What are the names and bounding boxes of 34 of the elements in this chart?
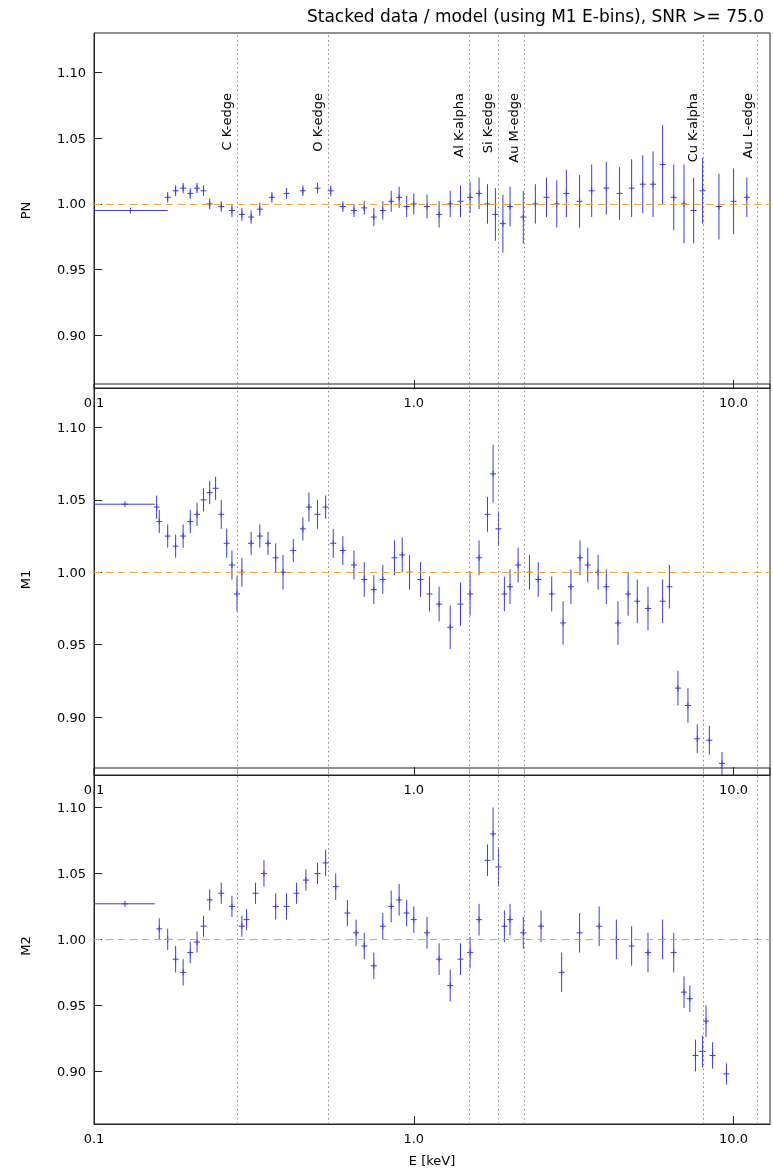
y-tick-label: 0.95 <box>57 262 86 278</box>
x-tick-label: 1.0 <box>403 395 425 410</box>
y-tick-label: 1.10 <box>57 419 86 435</box>
ref-line-label: O K-edge <box>310 93 326 152</box>
ref-line-label: Cu K-alpha <box>685 93 701 163</box>
ref-line-label: Al K-alpha <box>451 93 467 158</box>
ref-line-label: Au M-edge <box>505 93 521 163</box>
chart-title: Stacked data / model (using M1 E-bins), SNR >= 75.0 <box>306 5 765 26</box>
y-tick-label: 0.95 <box>57 637 86 653</box>
y-tick-label: 1.05 <box>57 865 86 881</box>
y-tick-label: 1.10 <box>57 64 86 80</box>
y-tick-label: 1.00 <box>57 196 86 212</box>
y-axis-title: PN <box>18 201 33 220</box>
y-tick-label: 1.05 <box>57 130 86 146</box>
y-axis-title: M2 <box>18 936 33 956</box>
x-axis-title: E [keV] <box>408 1153 456 1168</box>
y-tick-label: 1.00 <box>57 564 86 580</box>
y-tick-label: 0.90 <box>57 327 86 343</box>
y-tick-label: 1.00 <box>57 931 86 947</box>
y-tick-label: 0.95 <box>57 997 86 1013</box>
ref-line-label: Au L-edge <box>739 93 755 159</box>
y-axis-title: M1 <box>18 569 33 590</box>
y-tick-label: 1.10 <box>57 800 86 816</box>
y-tick-label: 0.90 <box>57 709 86 725</box>
y-tick-label: 1.05 <box>57 492 86 508</box>
x-tick-label: 10.0 <box>719 395 749 410</box>
x-tick-label: 10.0 <box>719 782 749 797</box>
ref-line-label: Si K-edge <box>480 93 496 154</box>
x-tick-label: 1.0 <box>403 782 425 797</box>
x-tick-label: 10.0 <box>719 1131 749 1146</box>
x-tick-label: 1.0 <box>403 1131 425 1146</box>
ref-line-label: C K-edge <box>218 93 234 151</box>
y-tick-label: 0.90 <box>57 1063 86 1079</box>
x-tick-label: 0.1 <box>83 1131 105 1146</box>
